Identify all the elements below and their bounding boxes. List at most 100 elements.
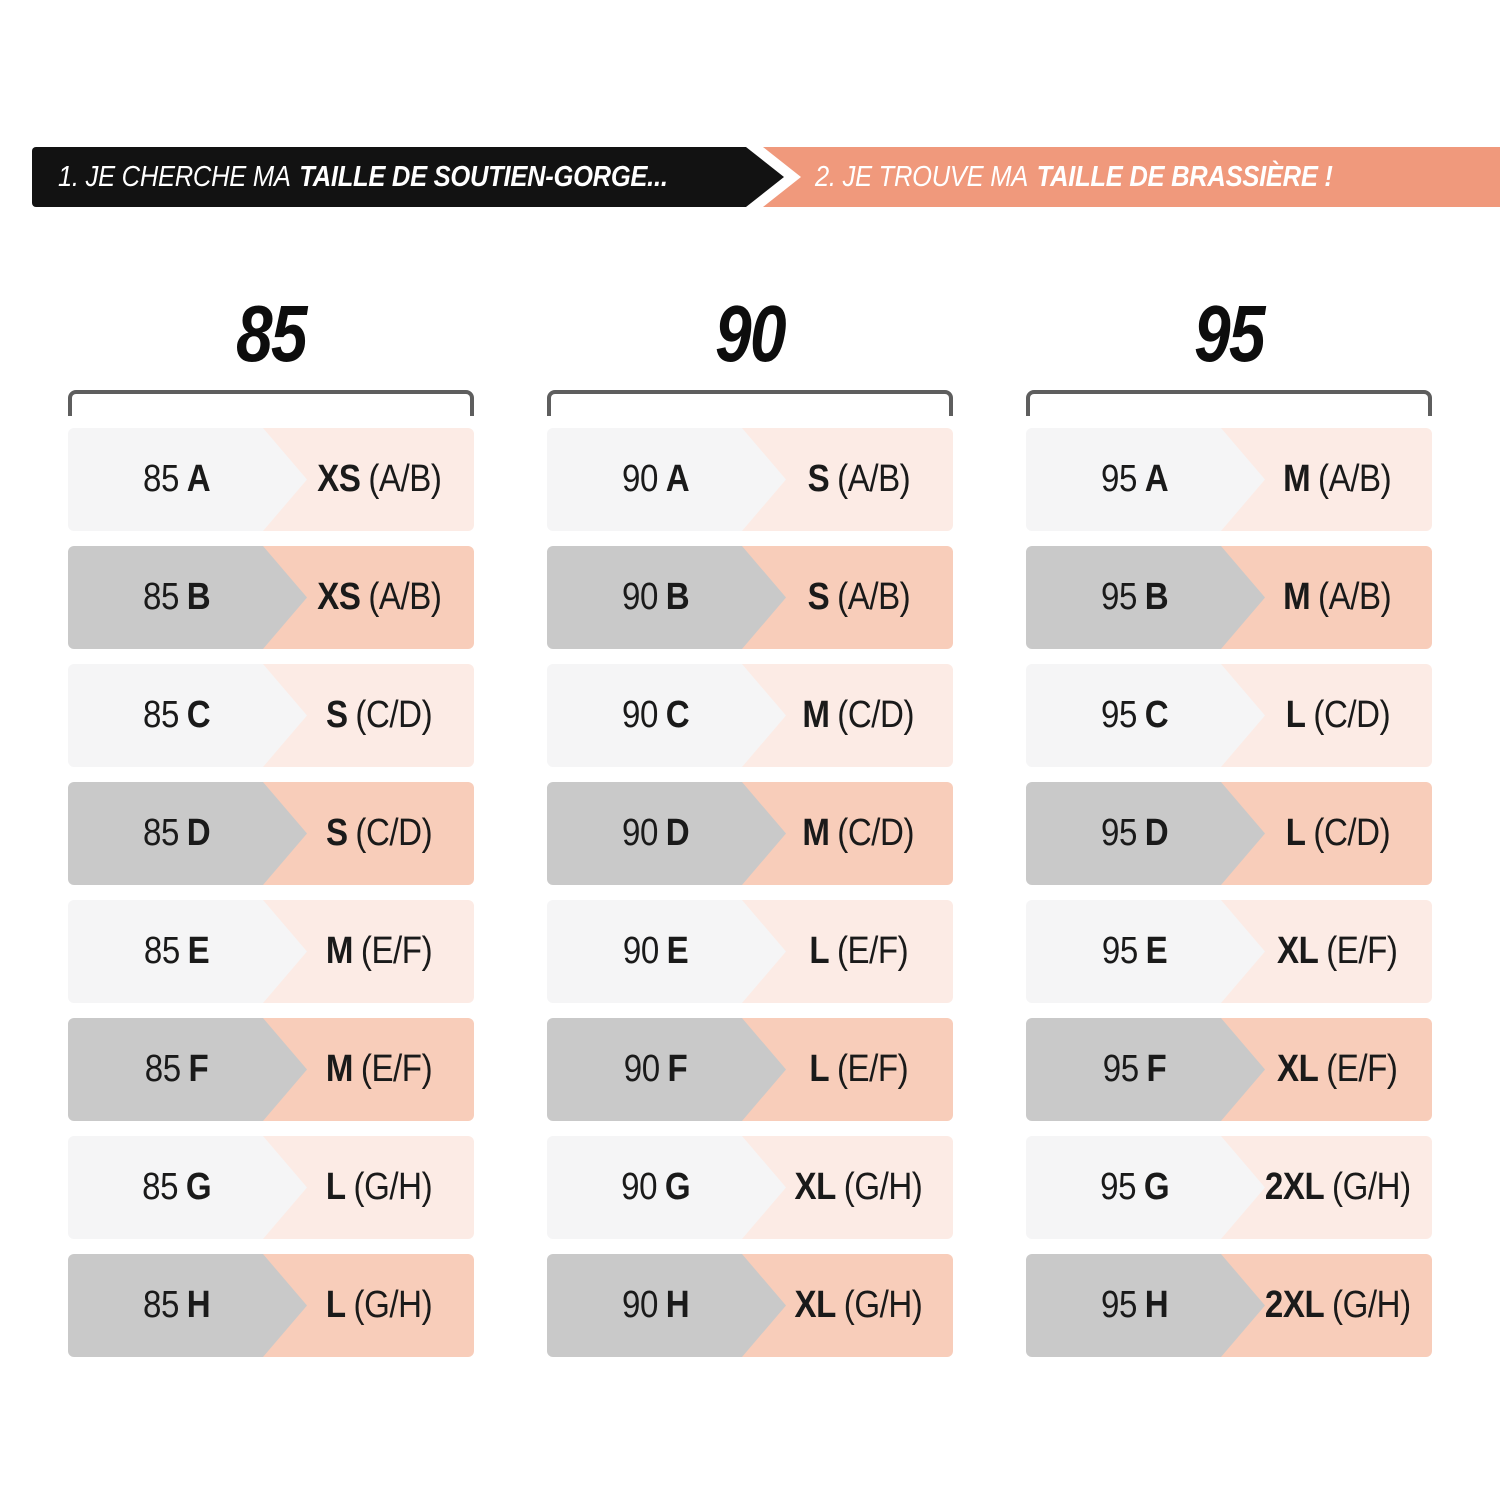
bralette-size-label: XL (1277, 930, 1319, 972)
bra-size-cell: 90 C (547, 664, 786, 767)
bra-cup-label: E (1145, 930, 1168, 972)
bralette-size-label: M (802, 694, 831, 736)
bra-band-label: 90 (620, 1166, 657, 1208)
bralette-size-text: M (A/B) (1283, 458, 1392, 501)
bralette-size-text: XL (G/H) (795, 1284, 923, 1327)
bralette-size-label: M (326, 1048, 354, 1090)
bralette-size-cell: L (C/D) (1221, 664, 1432, 767)
bra-band-label: 90 (623, 1048, 660, 1090)
bralette-cups-label: (E/F) (361, 1048, 433, 1090)
bralette-size-label: M (802, 812, 831, 854)
bralette-size-cell: S (C/D) (263, 664, 474, 767)
band-size-header: 85 (236, 289, 307, 378)
size-row-95-D: L (C/D) 95 D (1026, 782, 1432, 885)
bra-band-label: 90 (622, 930, 659, 972)
bralette-size-label: M (1283, 458, 1311, 500)
bralette-size-text: L (E/F) (809, 1048, 908, 1091)
size-row-85-F: M (E/F) 85 F (68, 1018, 474, 1121)
bralette-size-text: M (C/D) (803, 694, 915, 737)
bra-band-label: 90 (621, 458, 658, 500)
bra-size-text: 85 C (143, 694, 211, 737)
bralette-cups-label: (A/B) (836, 458, 911, 500)
bralette-size-cell: M (A/B) (1221, 546, 1432, 649)
bra-band-label: 90 (621, 694, 658, 736)
bralette-cups-label: (E/F) (836, 1048, 909, 1090)
bra-band-label: 85 (144, 1048, 181, 1090)
size-rows: XS (A/B) 85 A XS (A/B) 85 B S (C/D) 85 C S (C/D… (68, 428, 474, 1357)
bralette-size-text: M (E/F) (326, 930, 433, 973)
bra-size-cell: 95 H (1026, 1254, 1265, 1357)
bra-size-cell: 95 D (1026, 782, 1265, 885)
bra-size-cell: 90 E (547, 900, 786, 1003)
bralette-size-text: S (C/D) (326, 694, 433, 737)
bra-band-label: 90 (621, 812, 658, 854)
bra-size-text: 90 B (621, 576, 690, 619)
bra-size-text: 90 H (621, 1284, 690, 1327)
bra-size-cell: 85 B (68, 546, 307, 649)
bra-size-cell: 95 E (1026, 900, 1265, 1003)
bra-size-text: 90 E (622, 930, 689, 973)
bralette-size-label: 2XL (1264, 1166, 1325, 1208)
bralette-size-label: XL (1277, 1048, 1319, 1090)
bra-cup-label: E (666, 930, 689, 972)
bra-size-text: 90 F (624, 1048, 688, 1091)
bralette-size-label: XS (317, 458, 361, 500)
bra-cup-label: B (1144, 576, 1169, 618)
size-row-90-F: L (E/F) 90 F (547, 1018, 953, 1121)
size-rows: M (A/B) 95 A M (A/B) 95 B L (C/D) 95 C L (C/D) … (1026, 428, 1432, 1357)
bra-size-cell: 95 A (1026, 428, 1265, 531)
step-1-text: 1. JE CHERCHE MA TAILLE DE SOUTIEN-GORGE.… (58, 161, 668, 194)
bra-cup-label: B (186, 576, 211, 618)
bralette-size-label: S (326, 812, 349, 854)
bra-size-text: 85 H (143, 1284, 211, 1327)
size-row-95-C: L (C/D) 95 C (1026, 664, 1432, 767)
bra-band-label: 90 (621, 576, 658, 618)
bra-size-text: 95 B (1101, 576, 1169, 619)
size-row-95-G: 2XL (G/H) 95 G (1026, 1136, 1432, 1239)
size-row-90-H: XL (G/H) 90 H (547, 1254, 953, 1357)
step-2-bold: TAILLE DE BRASSIÈRE ! (1036, 160, 1333, 193)
bralette-size-label: XL (794, 1166, 837, 1208)
size-row-90-B: S (A/B) 90 B (547, 546, 953, 649)
bra-cup-label: A (186, 458, 211, 500)
bra-band-label: 85 (143, 930, 180, 972)
bralette-cups-label: (E/F) (836, 930, 909, 972)
bra-band-label: 85 (142, 812, 179, 854)
bra-size-text: 90 C (621, 694, 690, 737)
size-column-90: 90 S (A/B) 90 A S (A/B) 90 B M (C/D) 90 C M (C/… (547, 291, 953, 1372)
bralette-size-text: L (E/F) (809, 930, 908, 973)
bra-size-cell: 95 B (1026, 546, 1265, 649)
bralette-size-text: S (A/B) (807, 458, 910, 501)
bralette-cups-label: (C/D) (1312, 812, 1390, 854)
bra-size-text: 85 A (142, 458, 211, 501)
size-row-85-G: L (G/H) 85 G (68, 1136, 474, 1239)
bra-size-cell: 85 F (68, 1018, 307, 1121)
size-rows: S (A/B) 90 A S (A/B) 90 B M (C/D) 90 C M (C/D) … (547, 428, 953, 1357)
bra-size-cell: 90 G (547, 1136, 786, 1239)
bralette-cups-label: (C/D) (1312, 694, 1390, 736)
bra-cup-label: D (1144, 812, 1169, 854)
bra-band-label: 95 (1101, 930, 1138, 972)
bra-size-text: 95 D (1101, 812, 1169, 855)
step-2-prefix: 2. JE TROUVE MA (815, 160, 1029, 193)
size-row-95-E: XL (E/F) 95 E (1026, 900, 1432, 1003)
bra-size-text: 90 A (621, 458, 690, 501)
bra-band-label: 85 (142, 458, 179, 500)
size-row-90-G: XL (G/H) 90 G (547, 1136, 953, 1239)
size-row-85-E: M (E/F) 85 E (68, 900, 474, 1003)
bra-size-text: 95 E (1101, 930, 1168, 973)
bralette-size-label: L (326, 1284, 347, 1326)
bra-size-cell: 90 D (547, 782, 786, 885)
bra-band-label: 90 (621, 1284, 658, 1326)
bra-band-label: 85 (141, 1166, 178, 1208)
bralette-size-text: M (E/F) (326, 1048, 433, 1091)
bralette-cups-label: (E/F) (1326, 1048, 1398, 1090)
bra-band-label: 95 (1100, 694, 1137, 736)
bra-size-cell: 85 C (68, 664, 307, 767)
size-row-95-A: M (A/B) 95 A (1026, 428, 1432, 531)
bralette-size-text: 2XL (G/H) (1265, 1284, 1411, 1327)
step-2-text: 2. JE TROUVE MA TAILLE DE BRASSIÈRE ! (815, 161, 1333, 194)
bra-size-cell: 90 A (547, 428, 786, 531)
bra-cup-label: G (664, 1166, 691, 1208)
bralette-size-cell: 2XL (G/H) (1221, 1136, 1432, 1239)
